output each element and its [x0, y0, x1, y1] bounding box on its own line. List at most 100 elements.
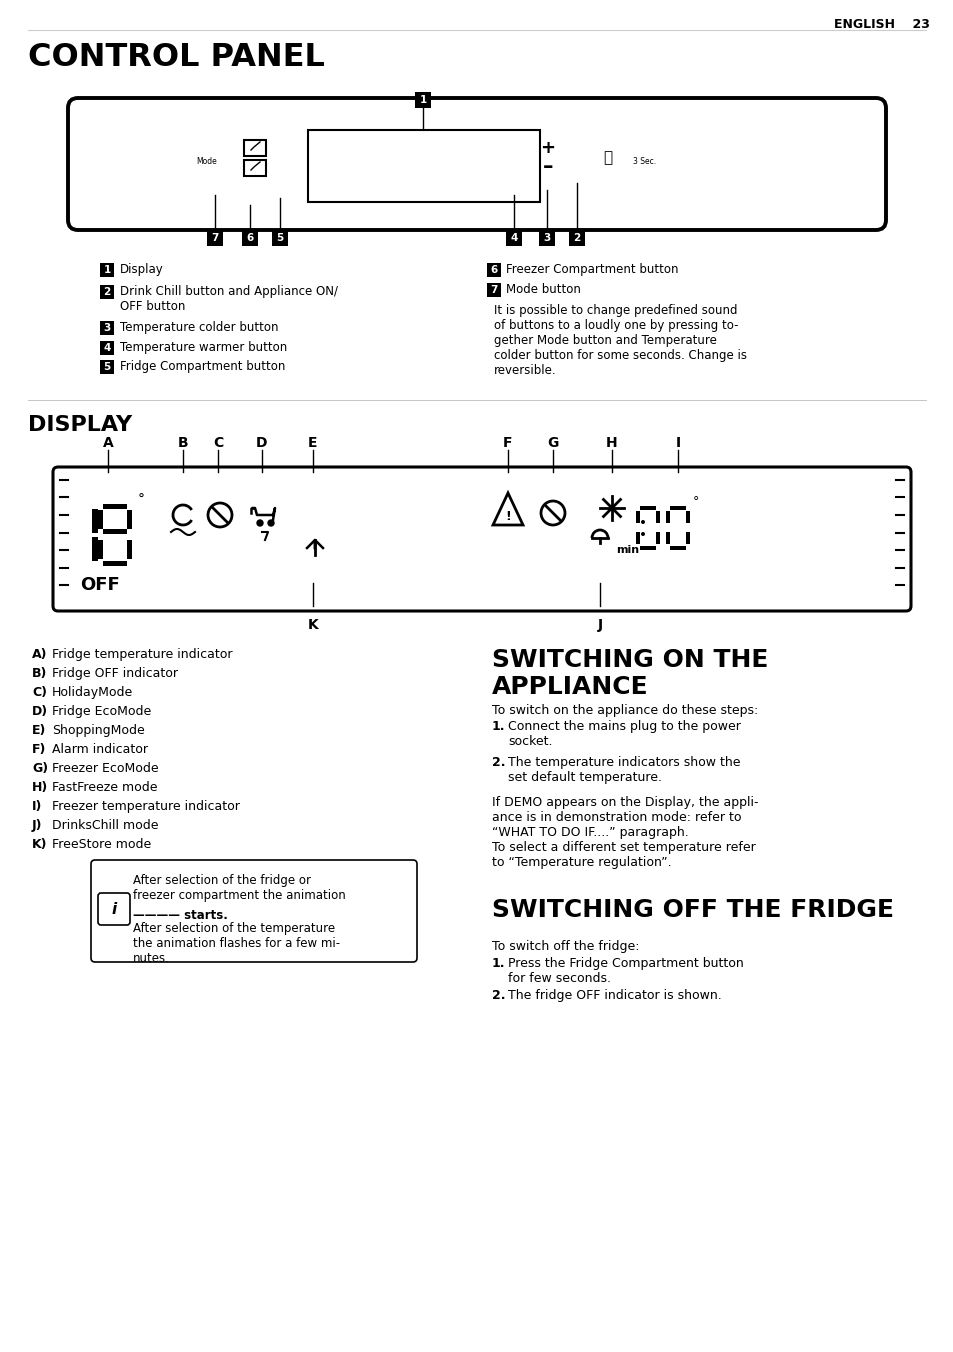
Circle shape: [268, 521, 274, 526]
Text: 3 Sec.: 3 Sec.: [633, 157, 656, 166]
Bar: [656, 531, 659, 544]
Text: DISPLAY: DISPLAY: [28, 415, 132, 435]
Text: If DEMO appears on the Display, the appli-
ance is in demonstration mode: refer : If DEMO appears on the Display, the appl…: [492, 796, 758, 869]
Text: E): E): [32, 725, 47, 737]
Text: After selection of the fridge or
freezer compartment the animation: After selection of the fridge or freezer…: [132, 873, 345, 902]
Text: 1: 1: [103, 265, 111, 274]
Bar: [685, 531, 689, 544]
Text: Temperature warmer button: Temperature warmer button: [120, 341, 287, 354]
Text: 1.: 1.: [492, 957, 505, 969]
Text: F): F): [32, 744, 47, 756]
Text: SWITCHING OFF THE FRIDGE: SWITCHING OFF THE FRIDGE: [492, 898, 893, 922]
Bar: [100, 264, 113, 277]
Text: Fridge EcoMode: Fridge EcoMode: [52, 704, 152, 718]
Text: +: +: [540, 139, 555, 157]
Bar: [665, 511, 669, 523]
Text: 1: 1: [419, 95, 426, 105]
Text: 7: 7: [212, 233, 218, 243]
Bar: [91, 508, 98, 533]
Text: 4: 4: [103, 343, 111, 353]
FancyBboxPatch shape: [91, 860, 416, 963]
Bar: [100, 285, 113, 299]
Bar: [103, 529, 127, 534]
Text: C: C: [213, 435, 223, 450]
Text: D): D): [32, 704, 48, 718]
Text: Temperature colder button: Temperature colder button: [120, 320, 278, 334]
Text: ENGLISH    23: ENGLISH 23: [833, 18, 929, 31]
Text: E: E: [308, 435, 317, 450]
Text: K): K): [32, 838, 48, 850]
Text: After selection of the temperature
the animation flashes for a few mi-
nutes.: After selection of the temperature the a…: [132, 922, 340, 965]
Bar: [636, 511, 639, 523]
Text: 7: 7: [490, 285, 497, 295]
Text: F: F: [503, 435, 512, 450]
Text: Mode: Mode: [196, 157, 217, 166]
Bar: [244, 141, 266, 155]
Text: J: J: [597, 618, 602, 631]
Text: G: G: [547, 435, 558, 450]
Text: –: –: [542, 157, 553, 177]
Bar: [100, 360, 113, 375]
Text: HolidayMode: HolidayMode: [52, 685, 133, 699]
FancyBboxPatch shape: [68, 97, 885, 230]
Text: Fridge OFF indicator: Fridge OFF indicator: [52, 667, 178, 680]
Text: 3: 3: [543, 233, 550, 243]
Text: The temperature indicators show the
set default temperature.: The temperature indicators show the set …: [507, 756, 740, 784]
Text: A: A: [103, 435, 113, 450]
Bar: [665, 531, 669, 544]
Bar: [272, 230, 288, 246]
Text: To switch on the appliance do these steps:: To switch on the appliance do these step…: [492, 704, 758, 717]
Circle shape: [256, 521, 263, 526]
Text: It is possible to change predefined sound
of buttons to a loudly one by pressing: It is possible to change predefined soun…: [494, 304, 746, 377]
Text: B): B): [32, 667, 48, 680]
Bar: [486, 264, 500, 277]
Bar: [98, 510, 103, 529]
Bar: [207, 230, 223, 246]
Text: I: I: [675, 435, 679, 450]
Bar: [308, 130, 539, 201]
Bar: [244, 160, 266, 176]
Text: Connect the mains plug to the power
socket.: Connect the mains plug to the power sock…: [507, 721, 740, 748]
Text: 2.: 2.: [492, 756, 505, 769]
Text: 1.: 1.: [492, 721, 505, 733]
Text: C): C): [32, 685, 47, 699]
Text: D: D: [256, 435, 268, 450]
Text: Freezer Compartment button: Freezer Compartment button: [505, 264, 678, 276]
Bar: [636, 531, 639, 544]
Bar: [91, 537, 98, 561]
Text: Press the Fridge Compartment button
for few seconds.: Press the Fridge Compartment button for …: [507, 957, 743, 986]
Text: H: H: [605, 435, 618, 450]
Text: K: K: [307, 618, 318, 631]
Bar: [100, 320, 113, 335]
Bar: [486, 283, 500, 297]
Circle shape: [640, 521, 644, 525]
Text: J): J): [32, 819, 43, 831]
Text: A): A): [32, 648, 48, 661]
Bar: [568, 230, 584, 246]
Bar: [538, 230, 555, 246]
Text: Drink Chill button and Appliance ON/
OFF button: Drink Chill button and Appliance ON/ OFF…: [120, 285, 337, 314]
Text: Mode button: Mode button: [505, 283, 580, 296]
Text: Freezer temperature indicator: Freezer temperature indicator: [52, 800, 239, 813]
FancyBboxPatch shape: [53, 466, 910, 611]
Bar: [669, 546, 685, 550]
Bar: [100, 341, 113, 356]
Text: Fridge Compartment button: Fridge Compartment button: [120, 360, 285, 373]
Bar: [103, 561, 127, 566]
Text: Alarm indicator: Alarm indicator: [52, 744, 148, 756]
Text: FreeStore mode: FreeStore mode: [52, 838, 152, 850]
Bar: [127, 510, 132, 529]
Text: 2: 2: [103, 287, 111, 297]
Text: 5: 5: [103, 362, 111, 372]
Text: 3: 3: [103, 323, 111, 333]
Text: !: !: [504, 511, 511, 523]
Text: Fridge temperature indicator: Fridge temperature indicator: [52, 648, 233, 661]
Bar: [505, 230, 521, 246]
Circle shape: [640, 531, 644, 535]
Text: °: °: [138, 493, 145, 507]
Bar: [98, 539, 103, 558]
Text: G): G): [32, 763, 48, 775]
Bar: [685, 511, 689, 523]
Text: The fridge OFF indicator is shown.: The fridge OFF indicator is shown.: [507, 990, 721, 1002]
Text: 6: 6: [490, 265, 497, 274]
